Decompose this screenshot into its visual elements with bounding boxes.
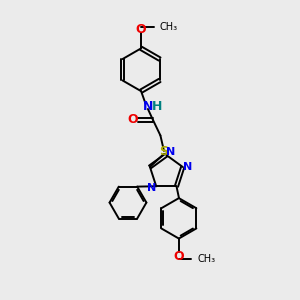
Text: O: O: [136, 22, 146, 35]
Text: N: N: [147, 183, 156, 193]
Text: CH₃: CH₃: [197, 254, 215, 264]
Text: CH₃: CH₃: [160, 22, 178, 32]
Text: O: O: [173, 250, 184, 263]
Text: N: N: [166, 147, 175, 157]
Text: N: N: [183, 162, 192, 172]
Text: S: S: [160, 145, 169, 158]
Text: H: H: [152, 100, 162, 112]
Text: N: N: [143, 100, 153, 112]
Text: O: O: [128, 113, 138, 127]
